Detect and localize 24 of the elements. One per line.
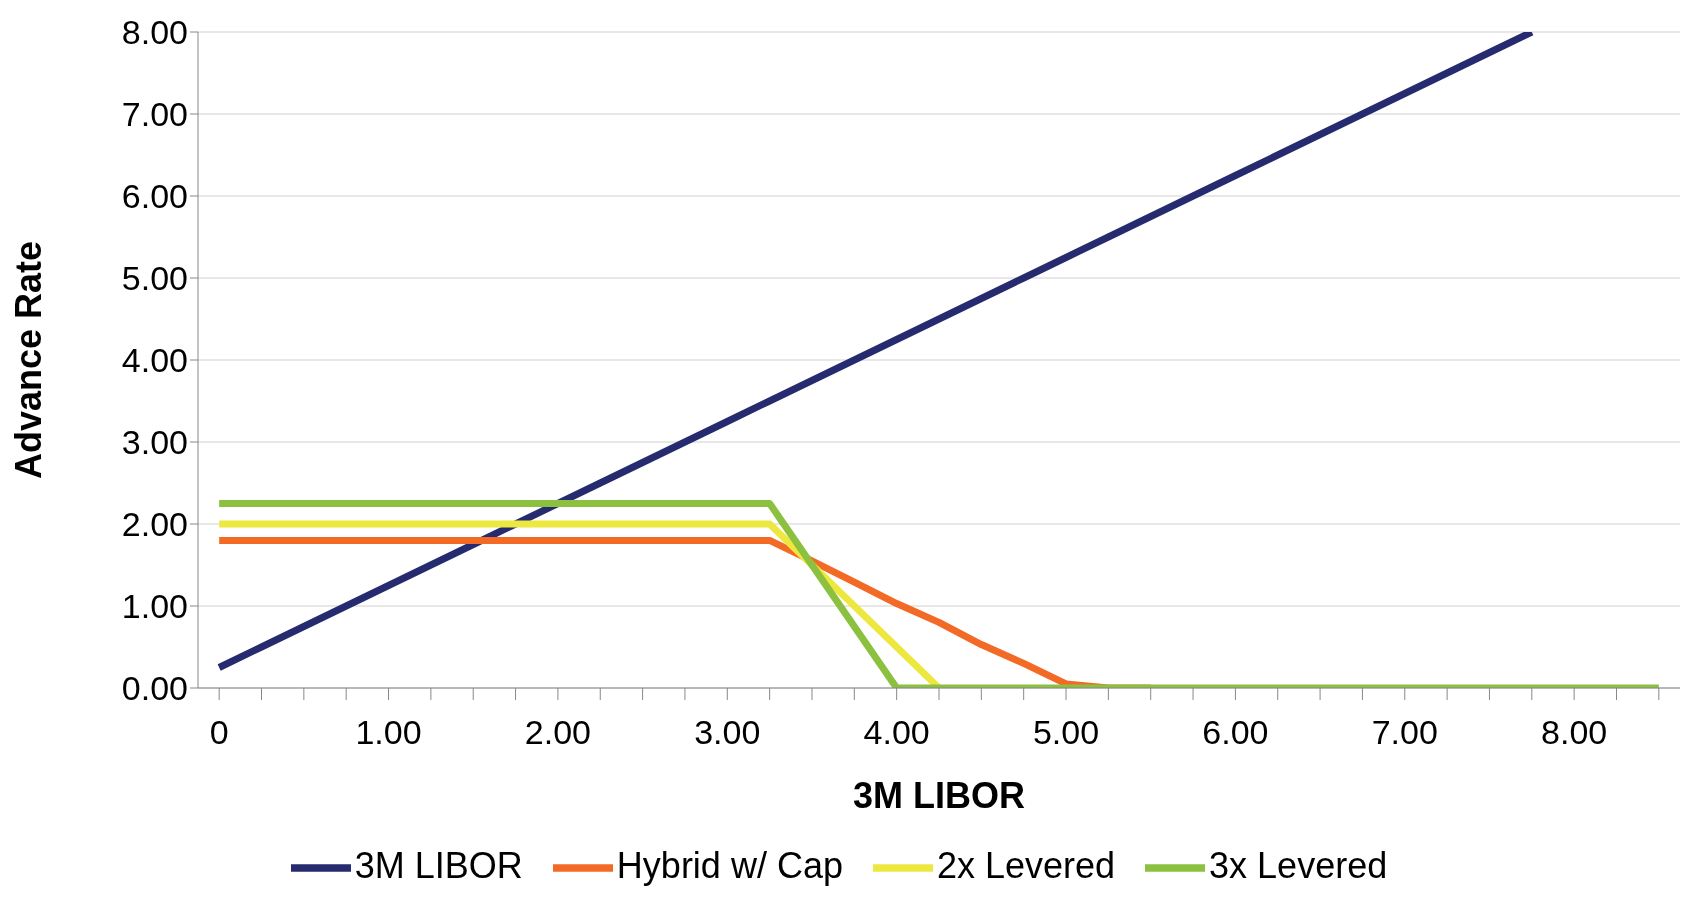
- y-tick-label: 0.00: [121, 669, 188, 708]
- y-tick-label: 1.00: [121, 587, 188, 626]
- x-tick-label: 4.00: [863, 713, 930, 752]
- y-tick-label: 8.00: [121, 13, 188, 52]
- y-tick-label: 7.00: [121, 95, 188, 134]
- y-tick-label: 4.00: [121, 341, 188, 380]
- x-tick-label: 7.00: [1371, 713, 1438, 752]
- y-tick-label: 3.00: [121, 423, 188, 462]
- legend-label: 3M LIBOR: [354, 844, 523, 886]
- x-tick-label: 6.00: [1202, 713, 1269, 752]
- x-tick-label: 5.00: [1032, 713, 1100, 752]
- x-tick-label: 0: [209, 713, 229, 752]
- y-tick-label: 5.00: [121, 259, 188, 298]
- legend-label: Hybrid w/ Cap: [616, 844, 843, 886]
- y-tick-label: 6.00: [121, 177, 188, 216]
- x-tick-label: 8.00: [1541, 713, 1608, 752]
- y-axis-title: Advance Rate: [7, 240, 49, 480]
- legend-label: 2x Levered: [936, 844, 1116, 886]
- x-tick-label: 2.00: [524, 713, 592, 752]
- x-tick-label: 1.00: [355, 713, 422, 752]
- x-tick-label: 3.00: [694, 713, 761, 752]
- y-tick-label: 2.00: [121, 505, 188, 544]
- x-axis-title: 3M LIBOR: [852, 775, 1026, 816]
- legend-label: 3x Levered: [1209, 844, 1388, 886]
